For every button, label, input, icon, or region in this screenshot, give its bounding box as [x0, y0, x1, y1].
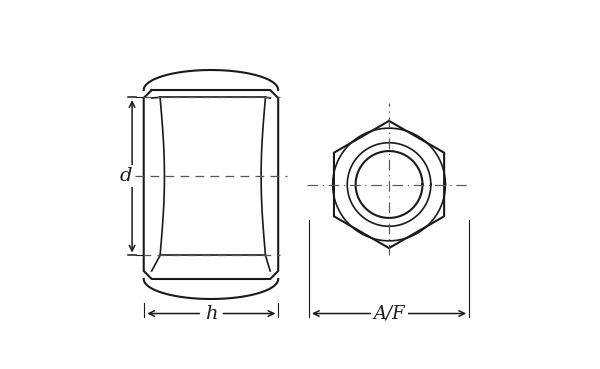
Text: d: d: [119, 167, 132, 185]
Text: h: h: [205, 304, 218, 323]
Text: A/F: A/F: [373, 304, 405, 323]
